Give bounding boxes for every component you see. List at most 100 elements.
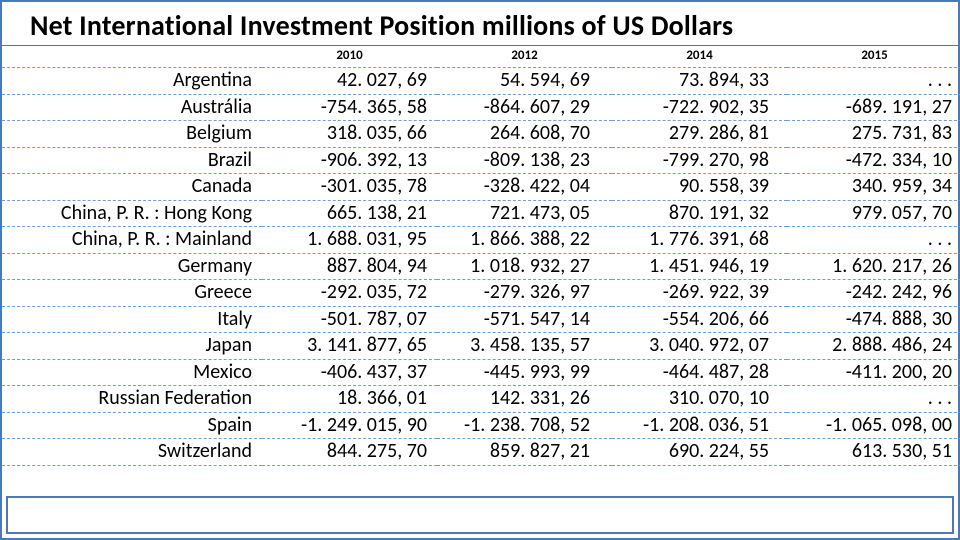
table-row: Russian Federation18. 366, 01142. 331, 2… bbox=[2, 386, 960, 413]
value-cell: 613. 530, 51 bbox=[787, 439, 960, 466]
value-cell: 870. 191, 32 bbox=[612, 200, 787, 227]
country-cell: Argentina bbox=[2, 68, 262, 95]
value-cell: 310. 070, 10 bbox=[612, 386, 787, 413]
value-cell: -474. 888, 30 bbox=[787, 306, 960, 333]
value-cell: -799. 270, 98 bbox=[612, 147, 787, 174]
value-cell: . . . bbox=[787, 386, 960, 413]
value-cell: 3. 458. 135, 57 bbox=[437, 333, 612, 360]
value-cell: 1. 866. 388, 22 bbox=[437, 227, 612, 254]
value-cell: -571. 547, 14 bbox=[437, 306, 612, 333]
country-cell: Brazil bbox=[2, 147, 262, 174]
value-cell: 264. 608, 70 bbox=[437, 121, 612, 148]
country-cell: Switzerland bbox=[2, 439, 262, 466]
slide-frame: Net International Investment Position mi… bbox=[0, 0, 960, 540]
table-container: 2010 2012 2014 2015 Argentina42. 027, 69… bbox=[2, 46, 958, 466]
value-cell: 340. 959, 34 bbox=[787, 174, 960, 201]
value-cell: -554. 206, 66 bbox=[612, 306, 787, 333]
value-cell: 275. 731, 83 bbox=[787, 121, 960, 148]
value-cell: -464. 487, 28 bbox=[612, 359, 787, 386]
value-cell: . . . bbox=[787, 227, 960, 254]
table-row: Argentina42. 027, 6954. 594, 6973. 894, … bbox=[2, 68, 960, 95]
country-cell: Japan bbox=[2, 333, 262, 360]
value-cell: -279. 326, 97 bbox=[437, 280, 612, 307]
table-row: China, P. R. : Mainland1. 688. 031, 951.… bbox=[2, 227, 960, 254]
value-cell: -445. 993, 99 bbox=[437, 359, 612, 386]
value-cell: -501. 787, 07 bbox=[262, 306, 437, 333]
table-header-2012: 2012 bbox=[437, 46, 612, 68]
value-cell: 844. 275, 70 bbox=[262, 439, 437, 466]
table-header-country bbox=[2, 46, 262, 68]
value-cell: 279. 286, 81 bbox=[612, 121, 787, 148]
value-cell: 54. 594, 69 bbox=[437, 68, 612, 95]
table-row: Switzerland844. 275, 70859. 827, 21690. … bbox=[2, 439, 960, 466]
country-cell: Belgium bbox=[2, 121, 262, 148]
value-cell: 1. 688. 031, 95 bbox=[262, 227, 437, 254]
value-cell: 3. 040. 972, 07 bbox=[612, 333, 787, 360]
value-cell: . . . bbox=[787, 68, 960, 95]
value-cell: -809. 138, 23 bbox=[437, 147, 612, 174]
value-cell: -242. 242, 96 bbox=[787, 280, 960, 307]
value-cell: -472. 334, 10 bbox=[787, 147, 960, 174]
value-cell: 2. 888. 486, 24 bbox=[787, 333, 960, 360]
country-cell: Greece bbox=[2, 280, 262, 307]
table-row: Mexico-406. 437, 37-445. 993, 99-464. 48… bbox=[2, 359, 960, 386]
value-cell: 665. 138, 21 bbox=[262, 200, 437, 227]
value-cell: 3. 141. 877, 65 bbox=[262, 333, 437, 360]
value-cell: -689. 191, 27 bbox=[787, 94, 960, 121]
value-cell: 979. 057, 70 bbox=[787, 200, 960, 227]
table-row: Belgium318. 035, 66264. 608, 70279. 286,… bbox=[2, 121, 960, 148]
country-cell: China, P. R. : Hong Kong bbox=[2, 200, 262, 227]
value-cell: 1. 620. 217, 26 bbox=[787, 253, 960, 280]
table-row: China, P. R. : Hong Kong665. 138, 21721.… bbox=[2, 200, 960, 227]
value-cell: -1. 238. 708, 52 bbox=[437, 412, 612, 439]
value-cell: 18. 366, 01 bbox=[262, 386, 437, 413]
value-cell: -1. 208. 036, 51 bbox=[612, 412, 787, 439]
value-cell: -328. 422, 04 bbox=[437, 174, 612, 201]
value-cell: 90. 558, 39 bbox=[612, 174, 787, 201]
table-row: Japan3. 141. 877, 653. 458. 135, 573. 04… bbox=[2, 333, 960, 360]
table-body: Argentina42. 027, 6954. 594, 6973. 894, … bbox=[2, 68, 960, 466]
country-cell: Mexico bbox=[2, 359, 262, 386]
value-cell: -269. 922, 39 bbox=[612, 280, 787, 307]
table-row: Spain-1. 249. 015, 90-1. 238. 708, 52-1.… bbox=[2, 412, 960, 439]
country-cell: Italy bbox=[2, 306, 262, 333]
value-cell: -906. 392, 13 bbox=[262, 147, 437, 174]
value-cell: -406. 437, 37 bbox=[262, 359, 437, 386]
table-row: Canada-301. 035, 78-328. 422, 0490. 558,… bbox=[2, 174, 960, 201]
slide-title: Net International Investment Position mi… bbox=[2, 4, 958, 46]
table-row: Greece-292. 035, 72-279. 326, 97-269. 92… bbox=[2, 280, 960, 307]
value-cell: 42. 027, 69 bbox=[262, 68, 437, 95]
value-cell: 73. 894, 33 bbox=[612, 68, 787, 95]
value-cell: -754. 365, 58 bbox=[262, 94, 437, 121]
value-cell: 721. 473, 05 bbox=[437, 200, 612, 227]
value-cell: 1. 451. 946, 19 bbox=[612, 253, 787, 280]
table-row: Austrália-754. 365, 58-864. 607, 29-722.… bbox=[2, 94, 960, 121]
table-row: Brazil-906. 392, 13-809. 138, 23-799. 27… bbox=[2, 147, 960, 174]
country-cell: Spain bbox=[2, 412, 262, 439]
table-header-row: 2010 2012 2014 2015 bbox=[2, 46, 960, 68]
value-cell: -864. 607, 29 bbox=[437, 94, 612, 121]
country-cell: Russian Federation bbox=[2, 386, 262, 413]
table-header-2015: 2015 bbox=[787, 46, 960, 68]
niip-table: 2010 2012 2014 2015 Argentina42. 027, 69… bbox=[2, 46, 960, 466]
footer-box bbox=[6, 496, 954, 534]
value-cell: -722. 902, 35 bbox=[612, 94, 787, 121]
value-cell: 142. 331, 26 bbox=[437, 386, 612, 413]
table-header-2014: 2014 bbox=[612, 46, 787, 68]
value-cell: -1. 065. 098, 00 bbox=[787, 412, 960, 439]
value-cell: -292. 035, 72 bbox=[262, 280, 437, 307]
table-row: Germany887. 804, 941. 018. 932, 271. 451… bbox=[2, 253, 960, 280]
value-cell: 859. 827, 21 bbox=[437, 439, 612, 466]
table-row: Italy-501. 787, 07-571. 547, 14-554. 206… bbox=[2, 306, 960, 333]
country-cell: Canada bbox=[2, 174, 262, 201]
value-cell: 1. 018. 932, 27 bbox=[437, 253, 612, 280]
value-cell: 887. 804, 94 bbox=[262, 253, 437, 280]
value-cell: 318. 035, 66 bbox=[262, 121, 437, 148]
table-header-2010: 2010 bbox=[262, 46, 437, 68]
value-cell: -1. 249. 015, 90 bbox=[262, 412, 437, 439]
country-cell: Austrália bbox=[2, 94, 262, 121]
value-cell: 690. 224, 55 bbox=[612, 439, 787, 466]
value-cell: -411. 200, 20 bbox=[787, 359, 960, 386]
country-cell: Germany bbox=[2, 253, 262, 280]
country-cell: China, P. R. : Mainland bbox=[2, 227, 262, 254]
